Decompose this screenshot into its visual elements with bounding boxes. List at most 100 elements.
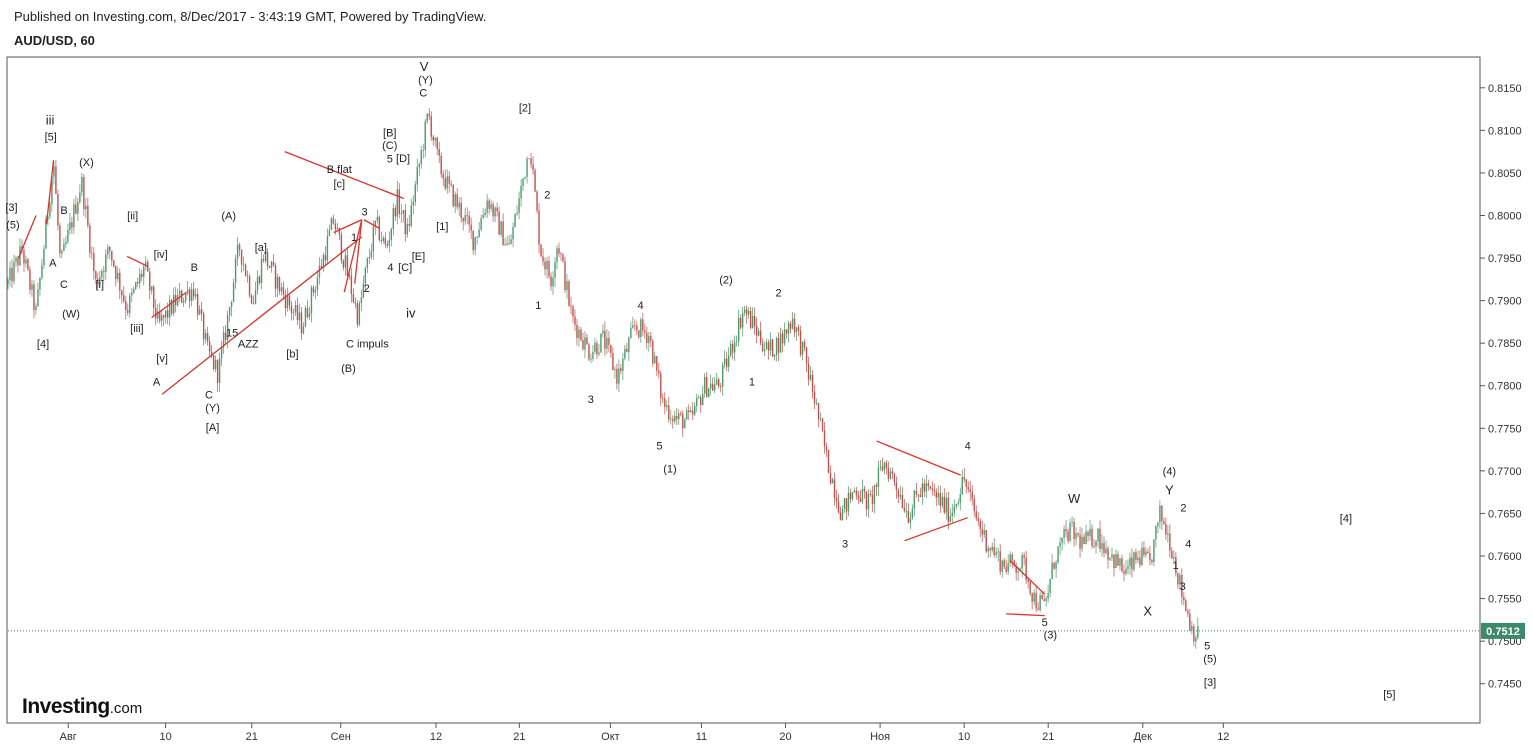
candle	[805, 346, 808, 373]
wave-label: [a]	[255, 242, 267, 254]
candle	[811, 370, 814, 399]
trendline[interactable]	[17, 215, 37, 259]
wave-label: (Y)	[418, 75, 433, 87]
candle	[169, 295, 171, 326]
wave-label: 1	[1173, 560, 1179, 572]
candle	[632, 316, 634, 329]
candle	[546, 257, 548, 279]
candle	[1129, 552, 1131, 575]
wave-label: A	[49, 258, 57, 270]
candle	[883, 461, 886, 475]
candle	[939, 485, 941, 513]
trendline[interactable]	[354, 219, 363, 284]
wave-label: X	[1143, 604, 1152, 619]
candle	[1119, 558, 1121, 571]
candle	[636, 321, 638, 335]
candle	[1173, 550, 1175, 565]
candle	[256, 270, 259, 295]
candle	[869, 489, 872, 497]
candle	[97, 272, 99, 289]
candle	[222, 326, 225, 354]
candle	[1179, 572, 1181, 591]
trendline[interactable]	[1006, 613, 1045, 617]
candle	[408, 214, 410, 232]
candle	[1167, 525, 1169, 543]
candle	[696, 393, 698, 412]
candle	[1107, 545, 1109, 569]
candle	[89, 222, 91, 258]
candle	[1153, 539, 1155, 567]
candle	[959, 487, 961, 511]
candle	[735, 335, 738, 347]
candle	[596, 340, 598, 360]
candle	[1075, 527, 1077, 546]
candle	[438, 141, 440, 164]
candle	[538, 203, 540, 254]
time-tick-label: 12	[1217, 731, 1229, 743]
candle	[25, 255, 27, 268]
candle	[899, 485, 902, 501]
candle	[45, 215, 47, 249]
candle	[1007, 554, 1009, 575]
candle	[600, 333, 602, 353]
candle	[833, 472, 836, 506]
trendline[interactable]	[363, 219, 380, 229]
candle	[109, 245, 111, 260]
trendline[interactable]	[126, 255, 149, 268]
wave-label: 1	[749, 377, 755, 389]
candle	[644, 323, 646, 339]
candle	[666, 400, 668, 412]
candle	[937, 485, 940, 505]
candle	[260, 251, 263, 290]
candle	[87, 197, 89, 229]
candle	[1011, 552, 1013, 569]
candle	[626, 342, 628, 353]
candle	[492, 201, 494, 222]
candle	[1047, 584, 1049, 603]
candle	[494, 206, 496, 222]
candle	[29, 266, 31, 295]
symbol-title: AUD/USD, 60	[14, 33, 95, 48]
trendline[interactable]	[333, 219, 363, 234]
candle	[61, 249, 63, 259]
candle	[975, 505, 977, 521]
trendline[interactable]	[45, 160, 55, 225]
trendline[interactable]	[161, 236, 363, 395]
candle	[27, 257, 29, 272]
candle	[771, 338, 774, 358]
candle	[77, 197, 79, 222]
candle	[921, 477, 924, 505]
trendline[interactable]	[1009, 559, 1046, 595]
candle	[981, 520, 983, 543]
candle	[949, 507, 951, 523]
wave-label: [iii]	[130, 323, 143, 335]
candle	[216, 359, 219, 393]
candle	[184, 293, 187, 304]
trendline[interactable]	[151, 291, 188, 319]
candle	[364, 266, 367, 290]
trendline[interactable]	[904, 517, 968, 542]
candle	[460, 196, 462, 223]
candle	[799, 325, 802, 357]
candle	[510, 233, 512, 245]
candle	[75, 195, 77, 215]
candle	[989, 546, 991, 558]
candle	[332, 214, 335, 225]
candle	[1123, 564, 1125, 582]
candle	[1185, 598, 1187, 612]
candle	[745, 305, 748, 324]
trendline[interactable]	[876, 440, 961, 476]
candle	[442, 170, 444, 187]
candle	[1145, 546, 1147, 558]
candle	[704, 372, 706, 398]
trendline[interactable]	[343, 219, 363, 293]
candle	[925, 474, 928, 499]
candle	[17, 255, 19, 273]
trendline[interactable]	[284, 151, 405, 200]
candle	[286, 287, 289, 312]
candle	[113, 259, 115, 268]
candle	[1157, 522, 1159, 533]
candle	[767, 339, 770, 360]
candle	[879, 460, 882, 471]
